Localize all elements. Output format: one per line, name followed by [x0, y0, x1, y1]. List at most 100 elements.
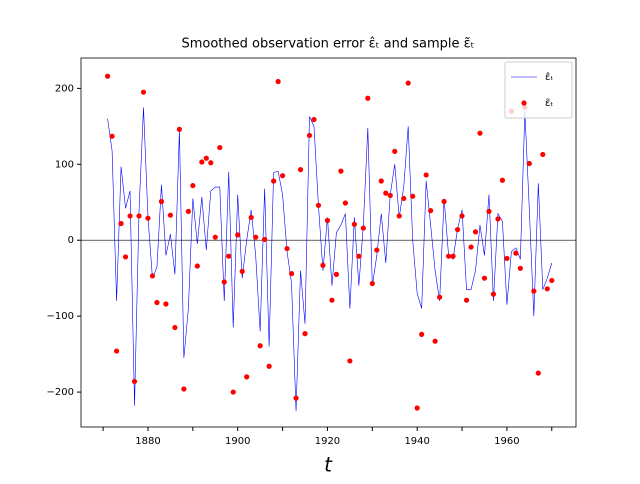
legend-box — [504, 61, 573, 119]
point — [410, 193, 416, 199]
point — [342, 200, 348, 206]
point — [347, 358, 353, 364]
point — [360, 225, 366, 231]
legend-label: ε̃ₜ — [545, 97, 553, 109]
point — [235, 232, 241, 238]
point — [131, 378, 138, 385]
point — [140, 89, 147, 95]
point — [419, 331, 425, 337]
point — [369, 280, 375, 287]
point — [208, 160, 214, 166]
point — [414, 405, 420, 411]
point — [172, 324, 178, 331]
point — [383, 190, 389, 196]
point — [535, 370, 541, 376]
point — [194, 263, 200, 269]
point — [477, 130, 483, 136]
point — [351, 221, 357, 227]
point — [257, 343, 263, 349]
y-tick-label: 100 — [55, 159, 74, 170]
point — [271, 178, 277, 184]
point — [405, 80, 411, 86]
x-tick-label: 1960 — [494, 436, 519, 447]
point — [149, 273, 156, 279]
point — [311, 116, 317, 123]
point — [490, 291, 497, 297]
point — [284, 245, 290, 252]
point — [549, 277, 555, 284]
point — [356, 253, 362, 259]
plot-frame — [80, 57, 577, 428]
y-tick-label: −100 — [47, 311, 74, 322]
point — [190, 182, 196, 189]
y-tick-label: 0 — [68, 235, 74, 246]
chart-title: Smoothed observation error ε̂ₜ and sampl… — [181, 36, 474, 51]
y-tick-label: −200 — [47, 387, 74, 398]
point — [275, 78, 281, 85]
point — [454, 226, 461, 233]
x-axis-label: t — [324, 453, 333, 477]
point — [185, 208, 191, 214]
point — [203, 155, 209, 161]
point — [374, 247, 380, 253]
point — [118, 220, 124, 227]
point — [199, 159, 205, 165]
point — [378, 178, 384, 184]
x-tick-label: 1940 — [404, 436, 429, 447]
point — [306, 132, 313, 139]
point — [105, 73, 111, 79]
point — [495, 216, 501, 222]
point — [293, 395, 299, 401]
point — [315, 202, 322, 208]
x-tick-label: 1920 — [315, 436, 340, 447]
point — [423, 172, 429, 178]
point — [167, 212, 174, 218]
point — [333, 271, 340, 277]
point — [163, 301, 169, 307]
point — [248, 214, 254, 221]
x-tick-label: 1880 — [135, 436, 160, 447]
point — [113, 348, 120, 354]
point — [437, 294, 443, 300]
point — [302, 331, 308, 337]
legend-marker — [521, 100, 527, 106]
point — [239, 268, 245, 274]
point — [396, 213, 402, 219]
point — [320, 262, 326, 268]
point — [401, 195, 407, 202]
point — [262, 236, 268, 243]
point — [472, 229, 479, 235]
point — [338, 168, 344, 174]
point — [127, 213, 133, 219]
point — [230, 389, 236, 395]
series-line — [107, 107, 553, 412]
point — [244, 374, 250, 380]
point — [463, 297, 470, 303]
point — [526, 160, 532, 167]
legend-label: ε̂ₜ — [545, 71, 553, 83]
point — [481, 275, 488, 281]
point — [158, 198, 165, 205]
point — [428, 208, 434, 214]
point — [181, 386, 187, 392]
point — [387, 192, 393, 199]
point — [459, 213, 465, 219]
point — [445, 253, 452, 259]
point — [136, 213, 142, 219]
point — [297, 167, 304, 173]
point — [392, 148, 398, 154]
x-tick-label: 1900 — [225, 436, 250, 447]
point — [266, 363, 272, 369]
point — [288, 271, 295, 277]
point — [517, 265, 523, 271]
point — [145, 215, 151, 221]
point — [450, 253, 456, 259]
point — [176, 126, 182, 132]
point — [468, 244, 474, 250]
point — [279, 173, 286, 179]
point — [109, 133, 115, 139]
point — [324, 217, 331, 224]
point — [513, 250, 519, 256]
point — [253, 234, 259, 240]
